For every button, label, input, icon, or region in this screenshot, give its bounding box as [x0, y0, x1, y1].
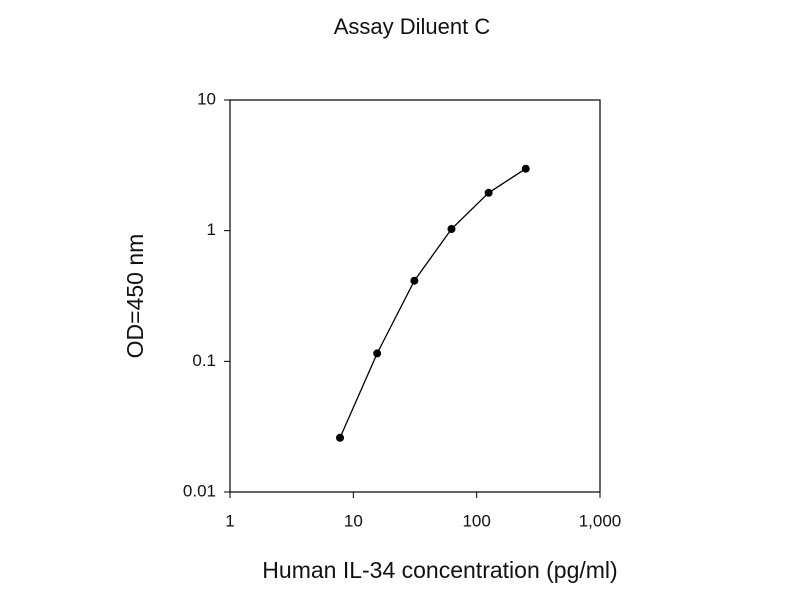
chart-title: Assay Diluent C [334, 14, 491, 39]
data-point [373, 349, 382, 358]
y-tick-label: 1 [207, 220, 216, 239]
data-point [484, 188, 493, 197]
data-line [339, 168, 527, 439]
x-tick-label: 1 [225, 511, 234, 530]
x-tick-label: 100 [462, 511, 490, 530]
x-tick-label: 1,000 [579, 511, 622, 530]
y-axis-label: OD=450 nm [122, 234, 148, 359]
y-tick-label: 10 [197, 89, 216, 108]
data-point [410, 276, 419, 285]
y-tick-label: 0.01 [183, 481, 216, 500]
data-point [336, 433, 345, 442]
data-point [447, 224, 456, 233]
x-tick-label: 10 [344, 511, 363, 530]
data-point [521, 164, 530, 173]
y-tick-label: 0.1 [192, 351, 216, 370]
plot-frame [229, 99, 601, 493]
x-axis-label: Human IL-34 concentration (pg/ml) [262, 557, 617, 583]
